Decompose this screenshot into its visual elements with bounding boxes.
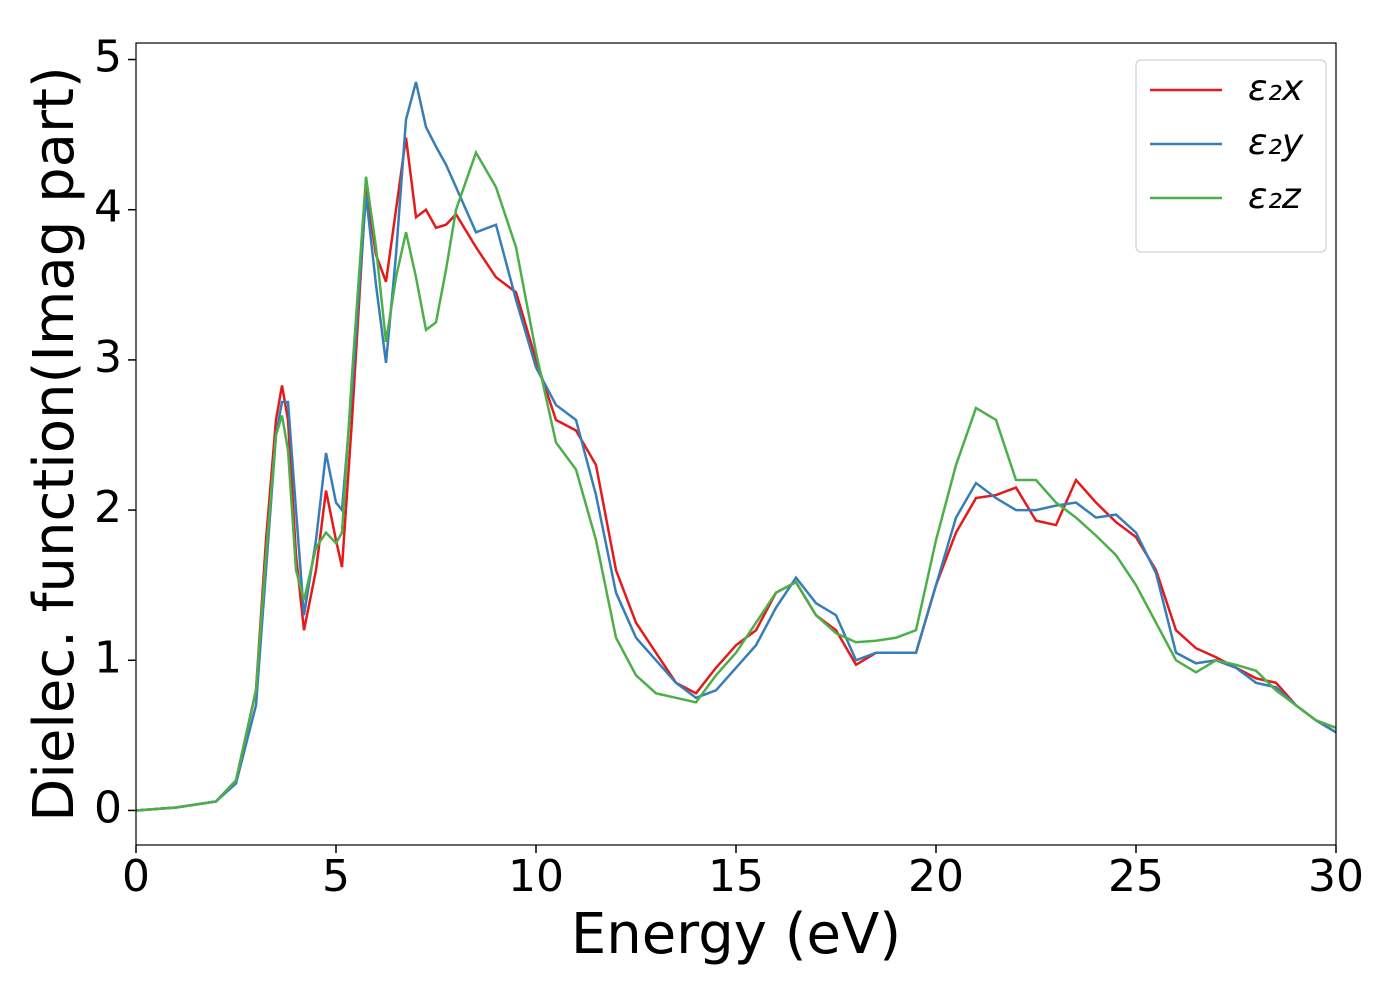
x-tick-label: 30 [1308, 851, 1364, 902]
y-tick-label: 2 [94, 482, 122, 533]
legend-label: ε₂z [1248, 176, 1302, 217]
y-tick-label: 5 [94, 32, 122, 83]
data-line [135, 149, 1337, 812]
x-tick-label: 20 [908, 851, 964, 902]
y-tick-label: 0 [94, 782, 122, 833]
x-axis-label: Energy (eV) [571, 902, 901, 967]
y-tick-label: 3 [94, 332, 122, 383]
x-tick-label: 10 [508, 851, 564, 902]
legend-box [1135, 59, 1327, 253]
y-axis-label: Dielec. function(Imag part) [22, 66, 87, 822]
data-line [135, 81, 1337, 812]
y-tick-label: 1 [94, 632, 122, 683]
legend-label: ε₂x [1248, 68, 1304, 109]
data-line [135, 137, 1337, 812]
x-tick-label: 0 [122, 851, 150, 902]
y-tick-label: 4 [94, 182, 122, 233]
x-tick-label: 5 [322, 851, 350, 902]
plot-frame [135, 42, 1337, 846]
legend-label: ε₂y [1248, 122, 1304, 163]
x-tick-label: 15 [708, 851, 764, 902]
x-tick-label: 25 [1108, 851, 1164, 902]
